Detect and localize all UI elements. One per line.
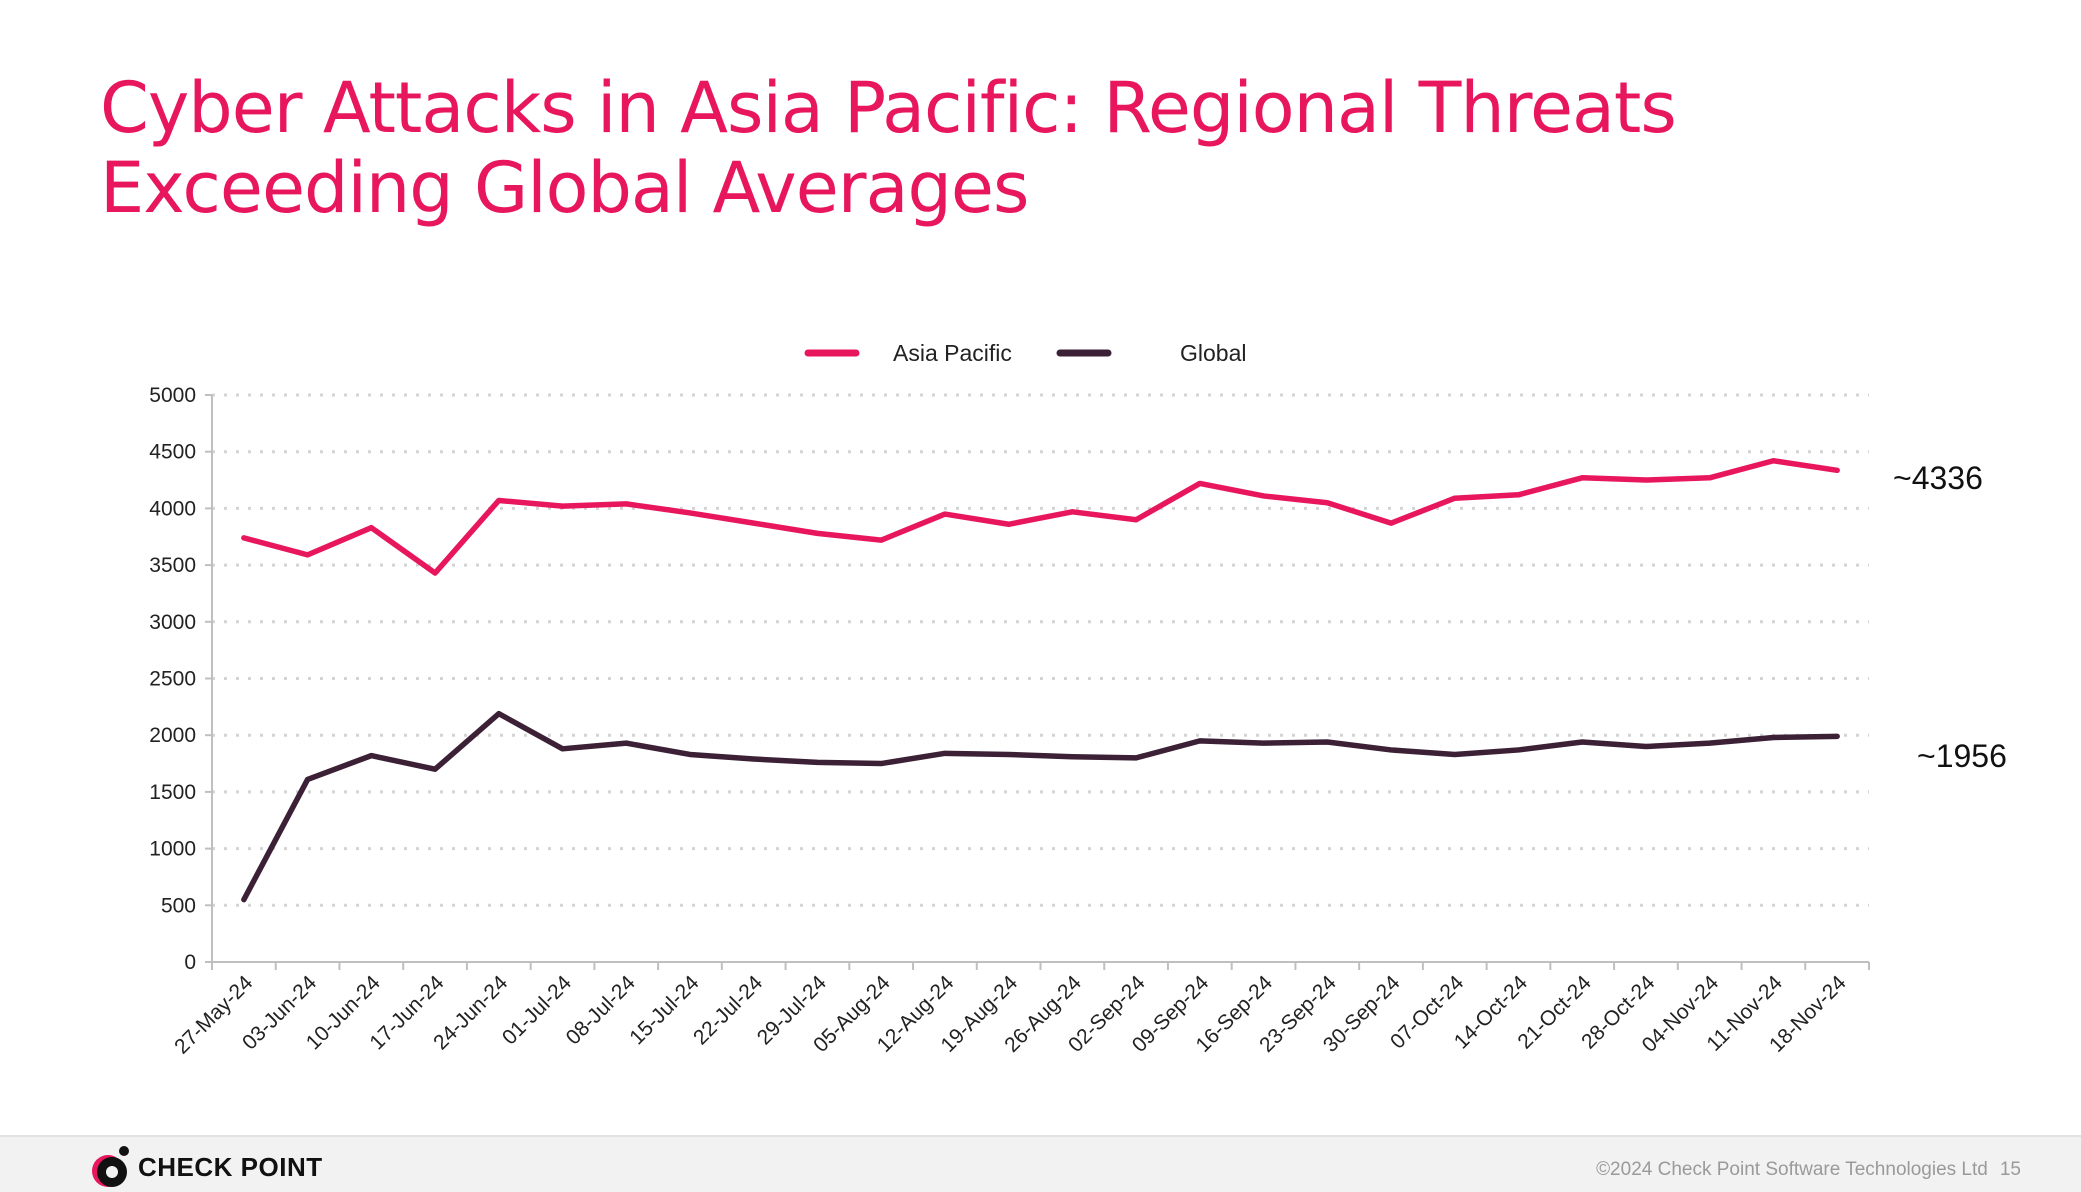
data-point [1579,739,1585,745]
y-tick-label: 1000 [149,838,196,861]
data-point [1388,520,1394,526]
x-tick-label: 01-Jul-24 [498,971,576,1049]
data-point [432,766,438,772]
legend-label: Global [1180,340,1246,366]
data-point [1452,751,1458,757]
logo-text: CHECK POINT [138,1151,323,1182]
data-point [1006,521,1012,527]
data-point [241,535,247,541]
copyright-text: ©2024 Check Point Software Technologies … [1596,1159,1988,1180]
y-tick-label: 2500 [149,668,196,691]
copyright: ©2024 Check Point Software Technologies … [1596,1159,2021,1181]
data-point [623,501,629,507]
data-point [1324,500,1330,506]
data-point [751,756,757,762]
data-point [878,537,884,543]
data-point [751,520,757,526]
data-point [1133,517,1139,523]
data-point [1324,739,1330,745]
check-point-logo: CHECK POINT [88,1145,323,1189]
check-point-logo-icon [92,1146,129,1187]
data-point [1707,740,1713,746]
y-tick-label: 3500 [149,554,196,577]
y-tick-label: 4500 [149,441,196,464]
data-point [942,511,948,517]
data-point [560,746,566,752]
data-point [368,753,374,759]
data-point [1261,740,1267,746]
data-point [1197,480,1203,486]
data-point [368,525,374,531]
data-point [814,530,820,536]
data-point [1515,747,1521,753]
data-point [1770,734,1776,740]
y-tick-label: 2000 [149,724,196,747]
page-number: 15 [1999,1159,2021,1180]
data-point [1643,477,1649,483]
data-point [560,503,566,509]
x-tick-label: 22-Jul-24 [689,971,767,1049]
data-point [1069,754,1075,760]
data-point [305,552,311,558]
data-point [942,750,948,756]
data-point [1197,738,1203,744]
legend-label: Asia Pacific [893,340,1012,366]
data-point [878,761,884,767]
data-point [1770,458,1776,464]
data-point [1643,744,1649,750]
data-point [814,759,820,765]
annotation-label: ~1956 [1917,738,2007,774]
y-tick-label: 3000 [149,611,196,634]
data-point [1388,747,1394,753]
data-point [432,570,438,576]
data-point [1006,751,1012,757]
data-point [1579,475,1585,481]
data-point [1069,509,1075,515]
data-point [1707,475,1713,481]
y-tick-label: 5000 [149,384,196,407]
x-tick-label: 15-Jul-24 [625,971,703,1049]
data-point [1834,467,1840,473]
slide-title: Cyber Attacks in Asia Pacific: Regional … [100,67,1677,229]
data-point [1452,495,1458,501]
x-tick-label: 08-Jul-24 [562,971,640,1049]
data-point [1834,733,1840,739]
data-point [496,711,502,717]
annotation-label: ~4336 [1893,460,1983,496]
data-point [305,776,311,782]
y-tick-label: 0 [184,951,196,974]
data-point [623,740,629,746]
data-point [687,510,693,516]
y-tick-label: 4000 [149,497,196,520]
data-point [1133,755,1139,761]
y-tick-label: 500 [161,894,196,917]
footer: CHECK POINT ©2024 Check Point Software T… [0,1135,2081,1192]
data-point [687,751,693,757]
series-line-global [241,710,1840,903]
series-line-asia-pacific [241,458,1840,576]
data-point [241,897,247,903]
data-point [496,497,502,503]
data-point [1261,493,1267,499]
data-point [1515,492,1521,498]
y-tick-label: 1500 [149,781,196,804]
